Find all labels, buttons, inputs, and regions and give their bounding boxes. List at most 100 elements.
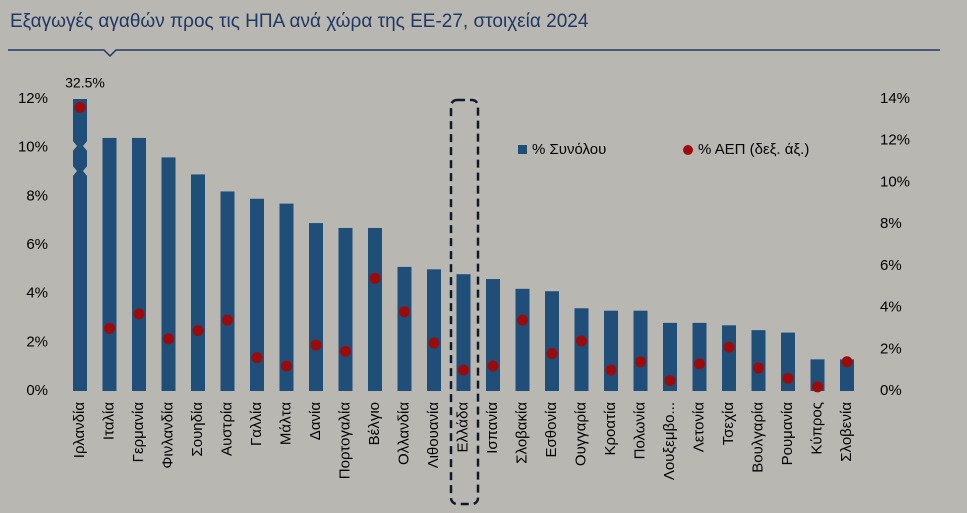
x-tick-label: Λιθουανία <box>425 402 442 469</box>
x-tick-label: Ελλάδα <box>454 402 471 453</box>
y-tick-label: 10% <box>18 139 48 156</box>
dot <box>723 341 735 353</box>
dot <box>251 352 263 364</box>
y-tick-label: 12% <box>18 90 48 107</box>
value-label: 32.5% <box>65 75 105 91</box>
y-tick-label: 4% <box>26 285 48 302</box>
y2-tick-label: 8% <box>880 215 902 232</box>
bar <box>368 227 382 391</box>
dot <box>222 314 233 326</box>
legend-swatch <box>683 145 693 155</box>
axis-break <box>72 140 88 152</box>
bar <box>427 269 441 391</box>
bar <box>604 310 618 391</box>
dot <box>74 101 86 113</box>
x-tick-label: Φινλανδία <box>159 402 176 469</box>
bar <box>102 137 117 391</box>
dot <box>605 364 617 376</box>
x-tick-label: Πολωνία <box>631 402 648 460</box>
dot <box>782 372 794 384</box>
bar <box>73 99 87 391</box>
bar <box>633 310 648 391</box>
y2-tick-label: 14% <box>880 90 910 107</box>
dot <box>399 306 410 318</box>
x-tick-label: Δανία <box>307 402 324 441</box>
bar <box>574 308 589 391</box>
x-tick-label: Σλοβακία <box>513 402 530 464</box>
y-tick-label: 6% <box>26 236 48 253</box>
x-tick-label: Ιταλία <box>100 402 117 440</box>
dot <box>310 339 322 351</box>
dot <box>192 325 204 337</box>
y2-tick-label: 2% <box>880 340 902 357</box>
x-tick-label: Ολλανδία <box>395 402 412 465</box>
dot <box>104 322 115 334</box>
x-tick-label: Σουηδία <box>189 402 206 457</box>
dot <box>753 362 764 374</box>
x-tick-label: Λουξεμβο... <box>661 402 678 480</box>
x-tick-label: Σλοβενία <box>838 402 855 462</box>
x-tick-label: Ισπανία <box>484 402 501 454</box>
x-tick-label: Βουλγαρία <box>749 402 766 473</box>
x-tick-label: Τσεχία <box>720 402 737 446</box>
chart-title: Εξαγωγές αγαθών προς τις ΗΠΑ ανά χώρα τη… <box>10 11 589 32</box>
bar <box>338 227 353 391</box>
dot <box>369 272 381 284</box>
bar <box>220 191 235 391</box>
bar <box>250 198 264 391</box>
bar <box>309 223 323 391</box>
x-tick-label: Κροατία <box>602 402 619 456</box>
y-tick-label: 0% <box>26 382 48 399</box>
dot <box>546 347 558 359</box>
legend-swatch <box>518 145 527 154</box>
dot <box>340 345 351 357</box>
dot <box>281 360 292 372</box>
y2-tick-label: 0% <box>880 382 902 399</box>
dot <box>487 360 499 372</box>
legend-label: % ΑΕΠ (δεξ. άξ.) <box>698 141 809 158</box>
dot <box>517 314 528 326</box>
x-tick-label: Ιρλανδία <box>71 402 88 459</box>
dot <box>163 333 174 345</box>
dot <box>576 335 587 347</box>
y-tick-label: 2% <box>26 333 48 350</box>
bar <box>515 288 530 391</box>
x-tick-label: Βέλγιο <box>366 402 383 445</box>
dot <box>841 356 853 368</box>
legend-label: % Συνόλου <box>532 141 606 158</box>
x-tick-label: Εσθονία <box>543 402 560 458</box>
dot <box>812 381 823 393</box>
x-tick-label: Γαλλία <box>248 402 265 446</box>
y2-tick-label: 4% <box>880 299 902 316</box>
bar <box>191 174 205 391</box>
bar <box>692 322 707 391</box>
x-tick-label: Λετονία <box>690 402 707 453</box>
dot <box>635 356 646 368</box>
bar <box>397 266 412 391</box>
x-tick-label: Ρουμανία <box>779 402 796 466</box>
axis-break <box>72 165 88 177</box>
dot <box>664 375 676 387</box>
bar <box>840 359 854 391</box>
y2-tick-label: 12% <box>880 132 910 149</box>
x-tick-label: Γερμανία <box>130 402 147 463</box>
bar <box>545 291 559 391</box>
bar <box>456 274 471 391</box>
bar <box>161 157 176 391</box>
bar <box>751 330 766 391</box>
bar <box>279 203 294 391</box>
y-tick-label: 8% <box>26 187 48 204</box>
x-tick-label: Αυστρία <box>218 402 235 456</box>
x-tick-label: Μάλτα <box>277 402 294 445</box>
x-tick-label: Πορτογαλία <box>336 402 353 480</box>
bar <box>663 322 677 391</box>
bar <box>486 279 500 391</box>
title-rule <box>8 49 940 58</box>
y2-tick-label: 6% <box>880 257 902 274</box>
dot <box>458 364 469 376</box>
bar <box>132 137 146 391</box>
dot <box>133 308 145 320</box>
bar <box>722 325 736 391</box>
